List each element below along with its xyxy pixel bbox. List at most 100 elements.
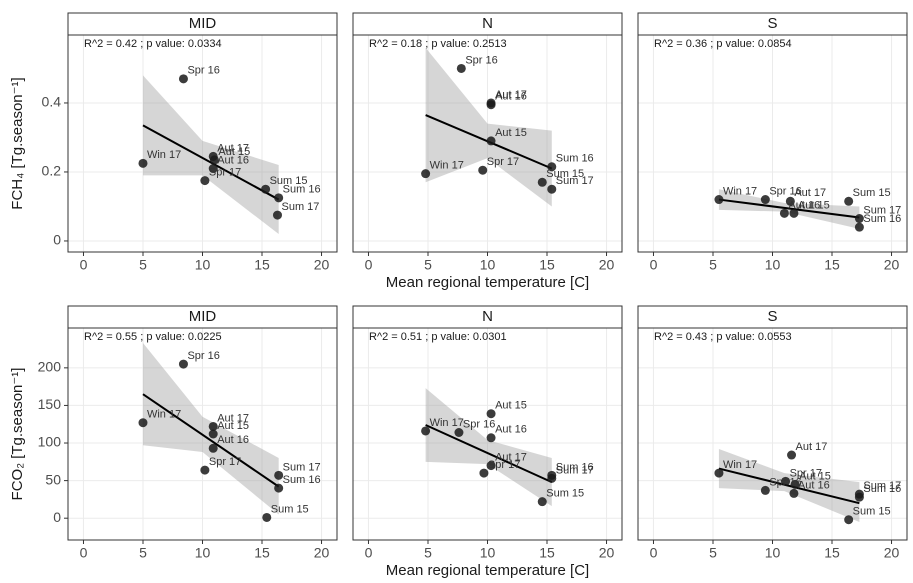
point xyxy=(479,468,489,478)
strip xyxy=(637,12,908,36)
point-label: Aut 15 xyxy=(799,470,831,482)
x-tick-label: 10 xyxy=(195,545,211,561)
point-label: Spr 16 xyxy=(187,350,219,362)
confidence-band xyxy=(425,388,552,507)
strip-title: MID xyxy=(189,308,217,325)
point xyxy=(486,136,496,146)
point xyxy=(760,195,770,205)
x-tick-label: 10 xyxy=(765,257,781,273)
point xyxy=(781,476,791,486)
point xyxy=(274,193,284,203)
point xyxy=(790,479,800,489)
point xyxy=(456,63,466,73)
x-tick-label: 15 xyxy=(824,545,840,561)
point xyxy=(787,450,797,460)
point xyxy=(421,426,431,436)
point xyxy=(844,196,854,206)
point-label: Sum 15 xyxy=(853,187,891,199)
x-tick-label: 10 xyxy=(765,545,781,561)
strip xyxy=(67,12,338,36)
x-axis-label: Mean regional temperature [C] xyxy=(386,274,589,291)
point xyxy=(789,208,799,218)
x-tick-label: 5 xyxy=(139,545,147,561)
strip-title: S xyxy=(767,15,777,32)
strip xyxy=(352,305,623,329)
point xyxy=(844,515,854,525)
y-tick-label: 0.4 xyxy=(42,94,62,110)
point xyxy=(854,492,864,502)
point xyxy=(208,429,218,439)
point-label: Sum 15 xyxy=(546,488,584,500)
strip xyxy=(67,305,338,329)
point xyxy=(537,177,547,187)
point-label: Sum 17 xyxy=(283,461,321,473)
point-label: Sum 17 xyxy=(863,204,901,216)
x-tick-label: 20 xyxy=(884,257,900,273)
point-label: Aut 15 xyxy=(798,199,830,211)
point xyxy=(854,222,864,232)
y-tick-label: 0 xyxy=(53,509,61,525)
point-label: Sum 17 xyxy=(863,480,901,492)
point xyxy=(208,164,218,174)
point-label: Sum 17 xyxy=(281,201,319,213)
annotation: R^2 = 0.42 ; p value: 0.0334 xyxy=(84,38,222,50)
point-label: Aut 15 xyxy=(495,127,527,139)
x-tick-label: 0 xyxy=(365,545,373,561)
y-tick-label: 200 xyxy=(38,359,62,375)
point xyxy=(478,165,488,175)
point xyxy=(547,162,557,172)
x-tick-label: 10 xyxy=(480,257,496,273)
x-tick-label: 5 xyxy=(709,545,717,561)
point xyxy=(262,512,272,522)
point-label: Aut 17 xyxy=(796,441,828,453)
x-tick-label: 20 xyxy=(884,545,900,561)
point-label: Spr 16 xyxy=(463,418,495,430)
point xyxy=(714,468,724,478)
point-label: Win 17 xyxy=(147,409,181,421)
point-label: Aut 16 xyxy=(495,91,527,103)
point-label: Aut 17 xyxy=(794,187,826,199)
point-label: Win 17 xyxy=(723,185,757,197)
point-label: Aut 17 xyxy=(217,142,249,154)
point-label: Win 17 xyxy=(430,160,464,172)
point xyxy=(208,421,218,431)
point-label: Sum 17 xyxy=(556,175,594,187)
point-label: Aut 17 xyxy=(217,412,249,424)
y-tick-label: 100 xyxy=(38,434,62,450)
point xyxy=(261,184,271,194)
annotation: R^2 = 0.18 ; p value: 0.2513 xyxy=(369,38,507,50)
point xyxy=(421,169,431,179)
point-label: Aut 16 xyxy=(788,199,820,211)
x-axis-label: Mean regional temperature [C] xyxy=(386,562,589,579)
x-tick-label: 5 xyxy=(709,257,717,273)
point-label: Spr 16 xyxy=(187,65,219,77)
fit-line xyxy=(718,198,860,219)
point xyxy=(200,176,210,186)
point xyxy=(547,473,557,483)
annotation: R^2 = 0.55 ; p value: 0.0225 xyxy=(84,331,222,343)
x-tick-label: 5 xyxy=(139,257,147,273)
annotation: R^2 = 0.51 ; p value: 0.0301 xyxy=(369,331,507,343)
point xyxy=(789,488,799,498)
point-label: Sum 16 xyxy=(556,461,594,473)
point-label: Win 17 xyxy=(723,459,757,471)
x-tick-label: 0 xyxy=(365,257,373,273)
x-tick-label: 20 xyxy=(314,257,330,273)
fit-line xyxy=(425,424,553,484)
point-label: Sum 16 xyxy=(283,474,321,486)
x-tick-label: 0 xyxy=(80,257,88,273)
strip-title: N xyxy=(482,308,493,325)
point xyxy=(178,74,188,84)
point-label: Spr 16 xyxy=(769,476,801,488)
point-label: Sum 16 xyxy=(863,213,901,225)
point xyxy=(138,418,148,428)
point xyxy=(760,485,770,495)
x-tick-label: 15 xyxy=(824,257,840,273)
point-label: Sum 17 xyxy=(556,464,594,476)
fit-line xyxy=(142,393,280,488)
x-tick-label: 15 xyxy=(254,545,270,561)
confidence-band xyxy=(425,47,552,207)
point xyxy=(486,100,496,110)
point xyxy=(272,210,282,220)
point xyxy=(486,461,496,471)
